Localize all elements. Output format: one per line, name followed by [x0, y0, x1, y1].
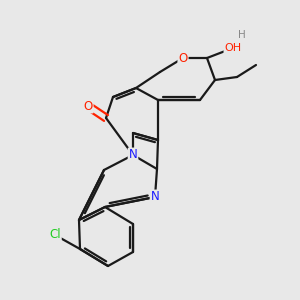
Text: N: N	[151, 190, 159, 203]
Text: N: N	[129, 148, 137, 161]
Text: Cl: Cl	[49, 229, 61, 242]
Text: OH: OH	[224, 43, 242, 53]
Text: O: O	[178, 52, 188, 64]
Text: O: O	[83, 100, 93, 112]
Text: H: H	[238, 30, 246, 40]
